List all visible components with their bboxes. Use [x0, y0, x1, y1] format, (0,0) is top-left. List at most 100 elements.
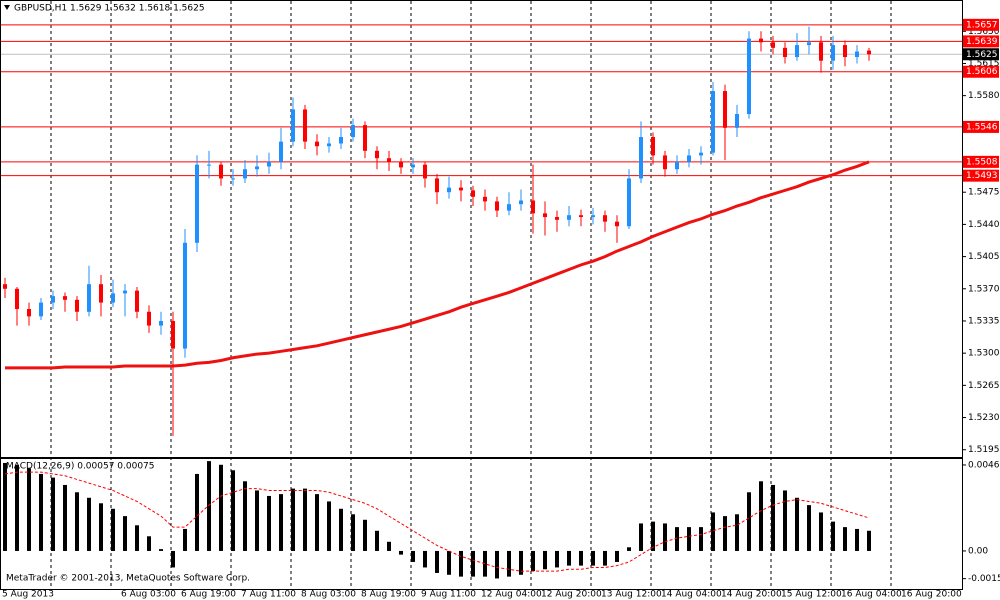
macd-bar — [99, 503, 103, 551]
level-badge — [963, 169, 999, 182]
candle-body — [483, 196, 487, 202]
macd-bar — [147, 536, 151, 551]
candle-body — [471, 190, 475, 197]
macd-bar — [531, 550, 535, 572]
macd-bar — [183, 528, 187, 551]
candle-body — [699, 152, 703, 156]
x-tick-label: 9 Aug 11:00 — [421, 590, 476, 600]
macd-bar — [39, 473, 43, 551]
level-label: 1.5546 — [966, 122, 998, 132]
macd-bar — [447, 550, 451, 575]
macd-bar — [303, 488, 307, 551]
macd-bar — [435, 550, 439, 573]
macd-bar — [75, 492, 79, 551]
macd-bar — [291, 488, 295, 551]
candle-body — [687, 155, 691, 162]
candle-body — [591, 215, 595, 218]
macd-bar — [339, 508, 343, 551]
x-tick-label: 14 Aug 20:00 — [721, 590, 782, 600]
candle-body — [831, 45, 835, 61]
y-tick-label: 1.5615 — [968, 59, 1000, 69]
candle-body — [363, 125, 367, 151]
candle-body — [291, 109, 295, 142]
y-tick-label: 1.5265 — [968, 381, 1000, 391]
candle-body — [771, 42, 775, 48]
level-badge — [963, 155, 999, 168]
macd-bar — [27, 468, 31, 551]
macd-bar — [231, 470, 235, 551]
macd-bar — [351, 514, 355, 551]
candle-body — [435, 178, 439, 193]
macd-bar — [579, 550, 583, 566]
macd-bar — [663, 523, 667, 551]
candle-body — [219, 164, 223, 179]
candle-body — [315, 141, 319, 147]
macd-bar — [771, 484, 775, 551]
macd-bar — [267, 495, 271, 551]
macd-bar — [255, 490, 259, 551]
candle-body — [327, 143, 331, 147]
macd-bar — [723, 516, 727, 551]
macd-bar — [543, 550, 547, 570]
level-label: 1.5493 — [966, 171, 998, 181]
y-tick-label: 0.00469 — [968, 460, 1000, 470]
symbol-menu-icon[interactable] — [4, 5, 10, 10]
macd-bar — [399, 550, 403, 555]
candle-body — [615, 221, 619, 227]
y-tick-label: 1.5230 — [968, 413, 1000, 423]
candle-body — [411, 164, 415, 168]
candle-body — [159, 320, 163, 326]
candle-body — [387, 158, 391, 162]
current-price-badge — [963, 48, 999, 61]
candle-body — [579, 215, 583, 218]
moving-average — [5, 160, 870, 370]
candle-body — [267, 161, 271, 167]
candle-body — [255, 166, 259, 170]
macd-bar — [675, 527, 679, 551]
candle-body — [171, 320, 175, 349]
candle-body — [99, 284, 103, 303]
level-label: 1.5657 — [966, 20, 998, 30]
candle-body — [639, 137, 643, 179]
x-tick-label: 8 Aug 19:00 — [361, 590, 416, 600]
candle-body — [351, 125, 355, 138]
candle-body — [747, 38, 751, 115]
macd-bar — [699, 527, 703, 551]
candle-body — [711, 91, 715, 153]
candle-body — [75, 299, 79, 312]
candle-body — [543, 213, 547, 218]
candle-body — [111, 293, 115, 303]
macd-bar — [411, 550, 415, 562]
candle-body — [843, 45, 847, 58]
candle-body — [855, 51, 859, 58]
macd-bar — [87, 497, 91, 551]
candle-body — [339, 137, 343, 144]
candle-body — [147, 311, 151, 326]
copyright: MetaTrader © 2001-2013, MetaQuotes Softw… — [6, 574, 250, 584]
x-tick-label: 13 Aug 12:00 — [601, 590, 662, 600]
level-label: 1.5508 — [966, 157, 998, 167]
level-badge — [963, 18, 999, 31]
macd-bar — [111, 508, 115, 551]
candle-body — [15, 288, 19, 310]
y-tick-label: 1.5370 — [968, 284, 1000, 294]
candle-body — [231, 178, 235, 180]
candle-body — [123, 290, 127, 294]
macd-bar — [195, 473, 199, 551]
macd-bar — [207, 461, 211, 551]
macd-bar — [759, 481, 763, 551]
macd-bar — [495, 550, 499, 579]
macd-header: MACD(12,26,9) 0.00057 0.00075 — [6, 462, 155, 472]
level-badge — [963, 65, 999, 78]
candle-body — [3, 284, 7, 289]
macd-bar — [615, 550, 619, 562]
candle-body — [735, 114, 739, 128]
candle-body — [195, 164, 199, 243]
current-price-label: 1.5625 — [966, 50, 998, 60]
candle-body — [651, 137, 655, 156]
candle-body — [51, 296, 55, 303]
candle-body — [675, 161, 679, 170]
macd-bar — [483, 550, 487, 577]
